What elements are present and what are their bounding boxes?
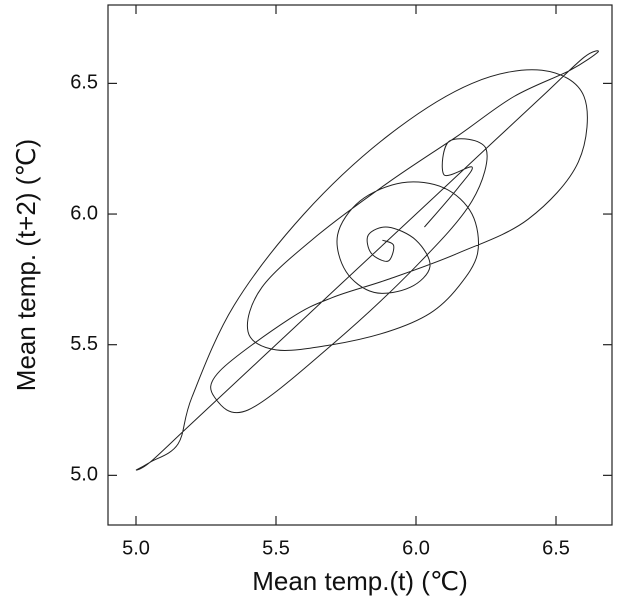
plot-frame — [107, 4, 613, 526]
x-tick-label: 5.5 — [262, 537, 290, 559]
trajectory-line — [135, 50, 599, 471]
y-tick-label: 5.0 — [70, 464, 98, 486]
x-tick-label: 6.0 — [402, 537, 430, 559]
y-tick-label: 6.0 — [70, 202, 98, 224]
x-tick-label: 5.0 — [122, 537, 150, 559]
x-tick-label: 6.5 — [542, 537, 570, 559]
y-axis-label: Mean temp. (t+2) (℃) — [11, 139, 41, 391]
x-axis-label: Mean temp.(t) (℃) — [252, 566, 468, 596]
y-tick-label: 5.5 — [70, 333, 98, 355]
y-tick-label: 6.5 — [70, 72, 98, 94]
